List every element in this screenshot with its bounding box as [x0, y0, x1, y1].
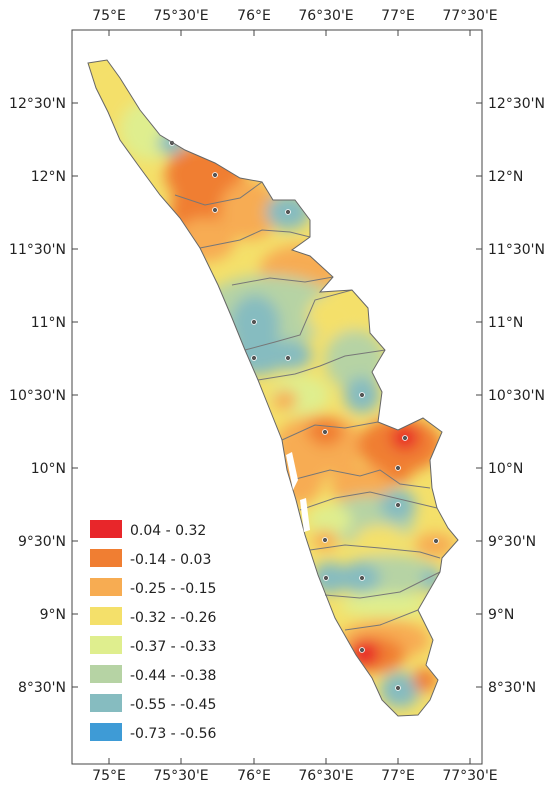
- legend-label-3: -0.25 - -0.15: [130, 581, 216, 597]
- lon-label-top-6: 77°30'E: [442, 8, 497, 24]
- lat-label-right-5: 10°30'N: [488, 388, 545, 404]
- lon-label-bottom-4: 76°30'E: [298, 768, 353, 784]
- lon-label-bottom-5: 77°E: [381, 768, 415, 784]
- lat-label-left-5: 10°30'N: [9, 388, 66, 404]
- lon-label-top-5: 77°E: [381, 8, 415, 24]
- lon-label-top-2: 75°30'E: [153, 8, 208, 24]
- legend-swatch-3: [90, 578, 122, 596]
- lat-label-left-4: 11°N: [31, 315, 66, 331]
- lon-label-top-4: 76°30'E: [298, 8, 353, 24]
- legend-label-8: -0.73 - -0.56: [130, 726, 216, 742]
- lat-label-left-1: 12°30'N: [9, 96, 66, 112]
- legend-label-5: -0.37 - -0.33: [130, 639, 216, 655]
- kerala-outline: [87, 59, 459, 717]
- lat-label-left-2: 12°N: [31, 169, 66, 185]
- legend-label-2: -0.14 - 0.03: [130, 552, 211, 568]
- lat-label-right-2: 12°N: [488, 169, 523, 185]
- lat-label-right-6: 10°N: [488, 461, 523, 477]
- lon-label-top-1: 75°E: [92, 8, 126, 24]
- legend-swatch-7: [90, 694, 122, 712]
- legend-swatch-8: [90, 723, 122, 741]
- lat-label-right-8: 9°N: [488, 607, 514, 623]
- legend-label-4: -0.32 - -0.26: [130, 610, 216, 626]
- lat-label-left-3: 11°30'N: [9, 242, 66, 258]
- lat-label-left-8: 9°N: [40, 607, 66, 623]
- lat-label-right-4: 11°N: [488, 315, 523, 331]
- lon-label-bottom-2: 75°30'E: [153, 768, 208, 784]
- lon-label-bottom-3: 76°E: [237, 768, 271, 784]
- lat-label-right-7: 9°30'N: [488, 534, 536, 550]
- lat-label-left-7: 9°30'N: [18, 534, 66, 550]
- lon-label-top-3: 76°E: [237, 8, 271, 24]
- lat-label-left-6: 10°N: [31, 461, 66, 477]
- district-boundaries: [174, 181, 441, 631]
- legend-swatch-5: [90, 636, 122, 654]
- lat-label-right-1: 12°30'N: [488, 96, 545, 112]
- legend-swatch-6: [90, 665, 122, 683]
- legend-swatch-2: [90, 549, 122, 567]
- lon-label-bottom-1: 75°E: [92, 768, 126, 784]
- lat-label-left-9: 8°30'N: [18, 680, 66, 696]
- legend-swatch-1: [90, 520, 122, 538]
- legend: 0.04 - 0.32 -0.14 - 0.03 -0.25 - -0.15 -…: [90, 520, 216, 742]
- lat-label-right-3: 11°30'N: [488, 242, 545, 258]
- backwaters: [286, 452, 310, 532]
- lon-label-bottom-6: 77°30'E: [442, 768, 497, 784]
- frame-ticks: [72, 30, 482, 764]
- legend-swatch-4: [90, 607, 122, 625]
- legend-label-7: -0.55 - -0.45: [130, 697, 216, 713]
- legend-label-1: 0.04 - 0.32: [130, 523, 206, 539]
- station-points: [169, 140, 439, 691]
- lat-label-right-9: 8°30'N: [488, 680, 536, 696]
- legend-label-6: -0.44 - -0.38: [130, 668, 216, 684]
